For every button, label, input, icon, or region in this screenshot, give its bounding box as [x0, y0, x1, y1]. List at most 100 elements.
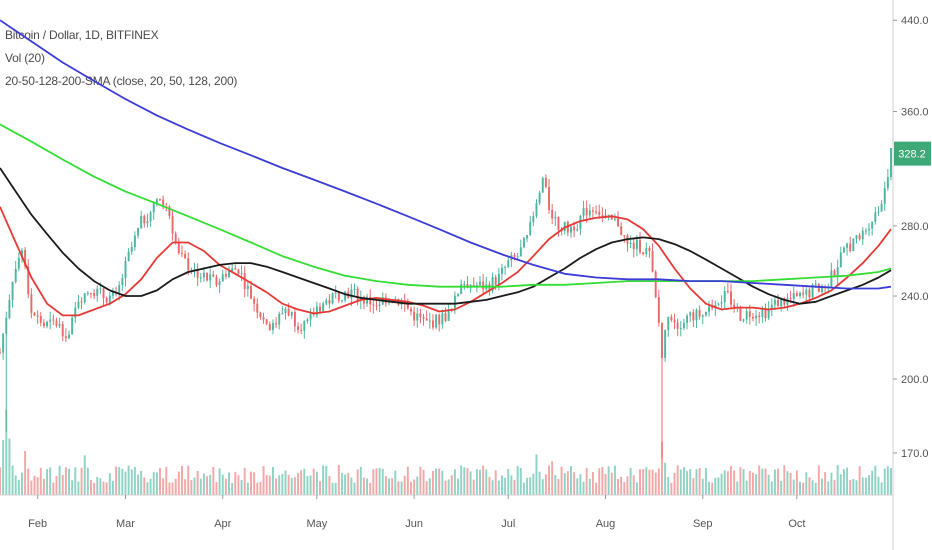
candle-body — [2, 333, 5, 353]
volume-bar — [695, 469, 698, 495]
candle-body — [563, 221, 566, 232]
volume-bar — [61, 475, 64, 495]
volume-bar — [504, 477, 507, 495]
candle-body — [723, 291, 726, 303]
candle-body — [711, 306, 714, 309]
last-price-badge-label: 328.2 — [898, 149, 926, 161]
volume-bar — [90, 479, 92, 495]
volume-bar — [682, 467, 685, 495]
candle-body — [570, 226, 572, 233]
volume-bar — [165, 466, 168, 495]
volume-bar — [704, 468, 707, 495]
volume-bar — [855, 480, 858, 495]
volume-bar — [604, 473, 607, 495]
volume-bar — [532, 473, 535, 495]
candle-body — [682, 322, 685, 329]
volume-bar — [460, 465, 463, 495]
candle-body — [240, 273, 243, 275]
volume-bar — [410, 481, 412, 495]
candle-body — [96, 288, 99, 296]
candle-body — [507, 260, 510, 268]
volume-bar — [177, 471, 180, 495]
candle-body — [77, 301, 80, 308]
volume-bar — [551, 461, 554, 495]
candle-body — [789, 298, 792, 300]
candle-body — [196, 269, 199, 279]
volume-bar — [224, 478, 227, 495]
legend-volume[interactable]: Vol (20) — [5, 51, 45, 65]
volume-bar — [733, 470, 736, 495]
candle-body — [519, 247, 522, 257]
candle-body — [802, 292, 805, 295]
x-tick-label: Jul — [501, 518, 515, 530]
candle-body — [5, 317, 8, 334]
candle-body — [68, 334, 70, 339]
volume-bar — [469, 471, 472, 495]
y-tick-label: 170.0 — [901, 448, 929, 460]
y-tick-label: 280.0 — [901, 221, 929, 233]
candle-body — [64, 336, 67, 339]
candle-body — [842, 247, 845, 253]
legend-sma[interactable]: 20-50-128-200-SMA (close, 20, 50, 128, 2… — [5, 74, 238, 88]
volume-bar — [453, 469, 456, 495]
volume-bar — [149, 478, 152, 495]
volume-bar — [30, 480, 33, 495]
volume-bar — [378, 467, 381, 495]
volume-bar — [538, 471, 541, 495]
volume-bar — [507, 468, 510, 495]
candle-body — [171, 215, 174, 234]
volume-bar — [585, 468, 588, 495]
candle-body — [651, 251, 654, 272]
candle-body — [39, 315, 42, 323]
candle-body — [137, 228, 140, 236]
candle-body — [303, 321, 306, 331]
volume-bar — [400, 481, 403, 495]
volume-bar — [519, 468, 522, 495]
time-axis[interactable]: Feb Mar Apr May Jun Jul Aug Sep Oct — [0, 494, 893, 530]
candle-body — [642, 252, 645, 255]
volume-bar — [384, 476, 387, 495]
candle-body — [830, 270, 833, 287]
candle-body — [93, 293, 96, 296]
volume-bar — [322, 465, 325, 495]
volume-bar — [830, 472, 833, 495]
candle-body — [748, 311, 751, 317]
volume-bar — [58, 465, 61, 495]
candle-body — [783, 298, 786, 305]
volume-bar — [497, 480, 500, 495]
candle-body — [36, 315, 39, 317]
candle-body — [14, 268, 17, 282]
volume-bar — [811, 480, 814, 495]
volume-bar — [356, 469, 359, 495]
candle-body — [704, 311, 707, 316]
volume-bar — [610, 472, 613, 495]
volume-bar — [325, 465, 328, 495]
candle-body — [319, 306, 321, 312]
candle-body — [645, 248, 648, 255]
price-axis[interactable]: 170.0 200.0 240.0 280.0 360.0 440.0 — [892, 0, 929, 550]
legend-symbol[interactable]: Bitcoin / Dollar, 1D, BITFINEX — [5, 28, 159, 42]
volume-bar — [250, 471, 252, 495]
volume-bar — [890, 468, 892, 495]
candle-body — [720, 302, 723, 304]
candle-body — [438, 314, 441, 325]
candle-body — [504, 267, 507, 269]
candle-body — [698, 309, 701, 317]
volume-bar — [253, 472, 256, 495]
candle-body — [673, 320, 676, 323]
volume-bar — [883, 468, 886, 495]
volume-bar — [711, 482, 714, 495]
volume-bar — [42, 478, 45, 495]
candle-body — [522, 238, 525, 248]
candle-body — [224, 274, 227, 277]
volume-bar — [193, 477, 196, 495]
volume-bar — [588, 478, 591, 495]
candle-body — [20, 249, 23, 258]
candle-body — [281, 313, 284, 315]
candle-body — [861, 230, 864, 240]
volume-bar — [777, 468, 780, 495]
candle-body — [805, 289, 808, 295]
candle-body — [243, 273, 246, 290]
candle-body — [538, 192, 541, 204]
